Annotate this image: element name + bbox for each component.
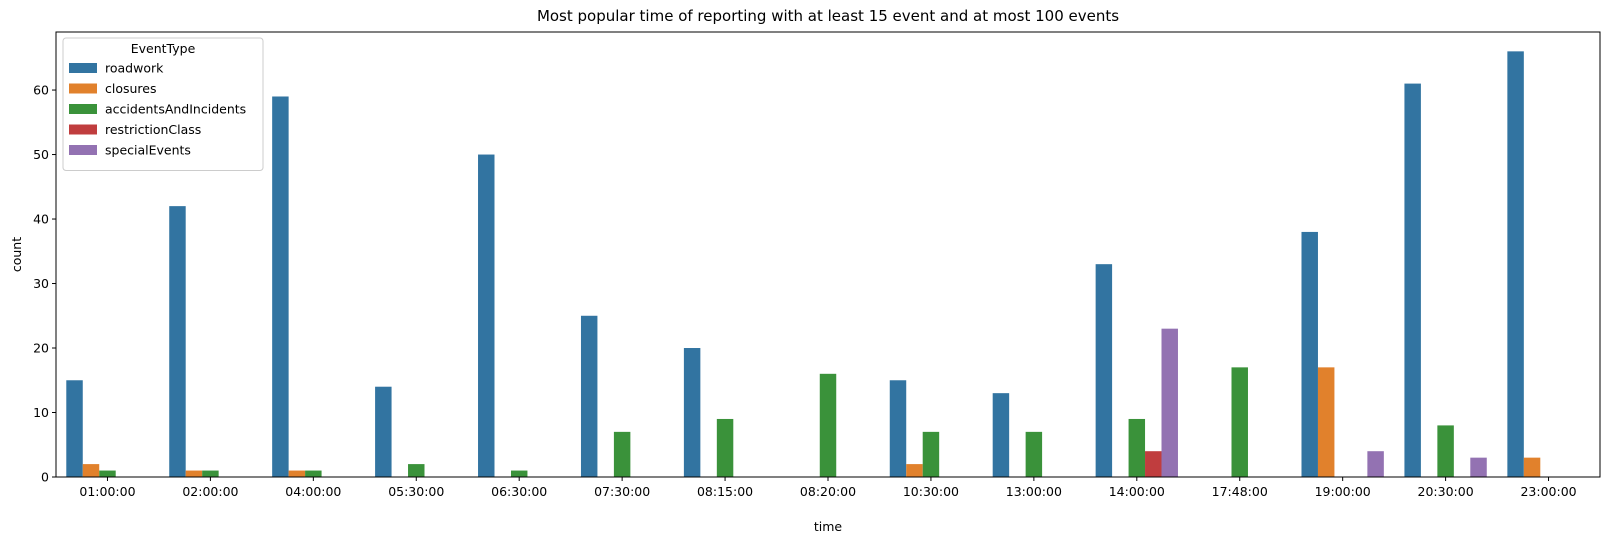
bar-roadwork-04:00:00 — [272, 96, 289, 478]
x-tick-label: 04:00:00 — [285, 484, 341, 499]
legend-label-closures: closures — [105, 81, 157, 96]
legend-label-roadwork: roadwork — [105, 61, 164, 76]
bar-closures-01:00:00 — [82, 464, 100, 477]
x-axis-title: time — [814, 519, 843, 534]
axes-group: 0 10 20 30 40 50 60 01:00:00 02:00:00 04:00:00 05:… — [33, 31, 1601, 499]
x-tick-label: 05:30:00 — [388, 484, 444, 499]
bar-closures-02:00:00 — [185, 470, 203, 477]
x-tick-label: 08:15:00 — [697, 484, 753, 499]
x-tick-label: 19:00:00 — [1315, 484, 1371, 499]
y-tick-label: 40 — [33, 212, 49, 227]
legend-swatch-accidentsAndIncidents — [69, 104, 97, 114]
bar-accidentsAndIncidents-10:30:00 — [922, 431, 940, 477]
x-tick-label: 07:30:00 — [594, 484, 650, 499]
legend-box — [62, 37, 264, 171]
bar-closures-10:30:00 — [906, 464, 923, 477]
bar-roadwork-06:30:00 — [478, 154, 495, 478]
bar-closures-23:00:00 — [1523, 457, 1541, 477]
bar-roadwork-02:00:00 — [169, 206, 186, 477]
legend-label-accidentsAndIncidents: accidentsAndIncidents — [105, 102, 246, 117]
bar-roadwork-20:30:00 — [1404, 83, 1421, 477]
bar-accidentsAndIncidents-20:30:00 — [1437, 425, 1454, 477]
bar-accidentsAndIncidents-01:00:00 — [99, 470, 116, 477]
bar-roadwork-07:30:00 — [580, 315, 598, 477]
bar-accidentsAndIncidents-08:20:00 — [819, 373, 837, 477]
bars-group — [66, 51, 1541, 478]
y-tick-label: 50 — [33, 147, 49, 162]
bar-accidentsAndIncidents-17:48:00 — [1231, 367, 1248, 477]
y-tick-label: 10 — [33, 405, 49, 420]
bar-roadwork-05:30:00 — [375, 386, 392, 477]
x-tick-label: 13:00:00 — [1006, 484, 1062, 499]
bar-accidentsAndIncidents-05:30:00 — [408, 464, 425, 477]
y-tick-label: 0 — [41, 470, 49, 485]
bar-accidentsAndIncidents-02:00:00 — [202, 470, 219, 477]
bar-accidentsAndIncidents-06:30:00 — [510, 470, 528, 477]
bar-accidentsAndIncidents-08:15:00 — [716, 418, 734, 477]
x-tick-label: 23:00:00 — [1520, 484, 1576, 499]
y-axis-title: count — [9, 237, 24, 272]
bar-roadwork-13:00:00 — [992, 393, 1010, 477]
chart-title: Most popular time of reporting with at l… — [537, 7, 1119, 25]
bar-roadwork-19:00:00 — [1301, 231, 1318, 477]
x-tick-label: 14:00:00 — [1109, 484, 1165, 499]
bar-closures-19:00:00 — [1317, 367, 1335, 477]
legend-title: EventType — [131, 41, 196, 56]
y-tick-label: 30 — [33, 276, 49, 291]
bar-specialEvents-20:30:00 — [1470, 457, 1487, 477]
legend: EventType roadwork closures accidentsAndInc… — [62, 37, 264, 171]
legend-label-specialEvents: specialEvents — [105, 143, 191, 158]
bar-accidentsAndIncidents-14:00:00 — [1128, 418, 1146, 477]
bar-roadwork-01:00:00 — [66, 380, 83, 477]
bar-accidentsAndIncidents-04:00:00 — [305, 470, 322, 477]
x-tick-label: 10:30:00 — [903, 484, 959, 499]
y-tick-label: 60 — [33, 83, 49, 98]
legend-swatch-closures — [69, 83, 97, 94]
x-tick-label: 08:20:00 — [800, 484, 856, 499]
bar-accidentsAndIncidents-13:00:00 — [1025, 431, 1043, 477]
x-tick-label: 17:48:00 — [1212, 484, 1268, 499]
bar-restrictionClass-14:00:00 — [1145, 451, 1162, 477]
legend-swatch-specialEvents — [69, 145, 97, 155]
x-tick-label: 06:30:00 — [491, 484, 547, 499]
legend-swatch-restrictionClass — [69, 124, 97, 135]
bar-specialEvents-19:00:00 — [1367, 451, 1384, 477]
bar-accidentsAndIncidents-07:30:00 — [613, 431, 631, 477]
bar-roadwork-14:00:00 — [1095, 264, 1113, 477]
bar-roadwork-10:30:00 — [889, 380, 907, 477]
x-tick-label: 20:30:00 — [1418, 484, 1474, 499]
legend-label-restrictionClass: restrictionClass — [105, 122, 201, 137]
bar-roadwork-23:00:00 — [1507, 51, 1524, 477]
y-tick-label: 20 — [33, 341, 49, 356]
x-tick-label: 01:00:00 — [79, 484, 135, 499]
bar-roadwork-08:15:00 — [683, 348, 701, 477]
bar-closures-04:00:00 — [288, 470, 306, 477]
bar-specialEvents-14:00:00 — [1161, 328, 1178, 477]
x-tick-label: 02:00:00 — [182, 484, 238, 499]
legend-swatch-roadwork — [69, 63, 97, 73]
